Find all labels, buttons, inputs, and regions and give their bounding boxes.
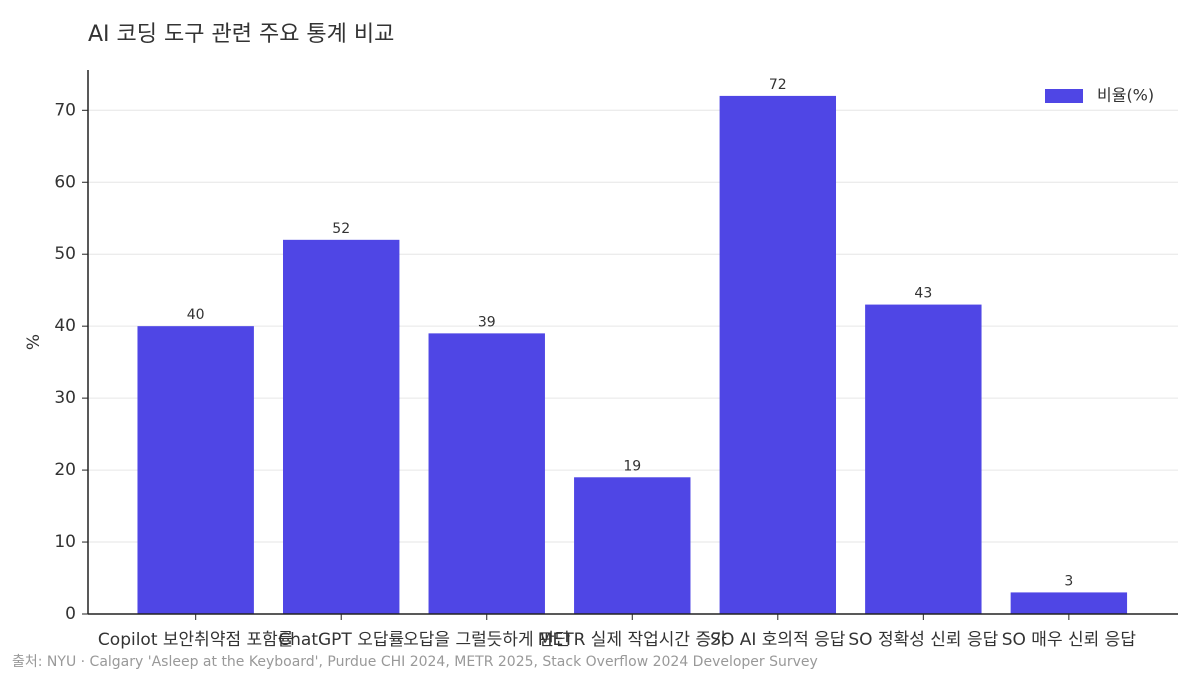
y-tick-label: 20 [54, 460, 76, 480]
y-tick-label: 50 [54, 244, 76, 264]
data-label: 72 [769, 77, 787, 93]
data-label: 40 [187, 307, 205, 323]
x-tick-label: ChatGPT 오답률 [278, 630, 404, 650]
y-tick-label: 40 [54, 316, 76, 336]
bar [137, 326, 254, 614]
x-tick-label: Copilot 보안취약점 포함률 [98, 630, 294, 650]
y-tick-label: 0 [65, 604, 76, 624]
x-tick-label: SO AI 호의적 응답 [710, 630, 846, 650]
source-note: 출처: NYU · Calgary 'Asleep at the Keyboar… [12, 654, 818, 670]
bar [574, 477, 691, 614]
bar [865, 304, 982, 614]
x-tick-label: SO 매우 신뢰 응답 [1002, 630, 1137, 650]
y-tick-label: 30 [54, 388, 76, 408]
legend-label: 비율(%) [1097, 86, 1154, 105]
bar [719, 95, 837, 614]
bar [1010, 592, 1128, 614]
y-tick-label: 10 [54, 532, 76, 552]
y-tick-label: 60 [54, 172, 76, 192]
bar [283, 239, 400, 614]
data-label: 52 [332, 221, 350, 237]
data-label: 19 [623, 458, 641, 474]
y-tick-label: 70 [54, 100, 76, 120]
bar [428, 333, 545, 614]
x-tick-label: 오답을 그럴듯하게 판단 [403, 630, 571, 650]
y-axis-label: % [24, 334, 44, 350]
data-label: 39 [478, 314, 496, 330]
x-tick-label: METR 실제 작업시간 증가 [538, 630, 727, 650]
chart-title: AI 코딩 도구 관련 주요 통계 비교 [88, 22, 394, 47]
data-label: 3 [1064, 573, 1073, 589]
data-label: 43 [914, 286, 932, 302]
x-tick-label: SO 정확성 신뢰 응답 [848, 630, 998, 650]
legend-swatch [1045, 89, 1083, 103]
